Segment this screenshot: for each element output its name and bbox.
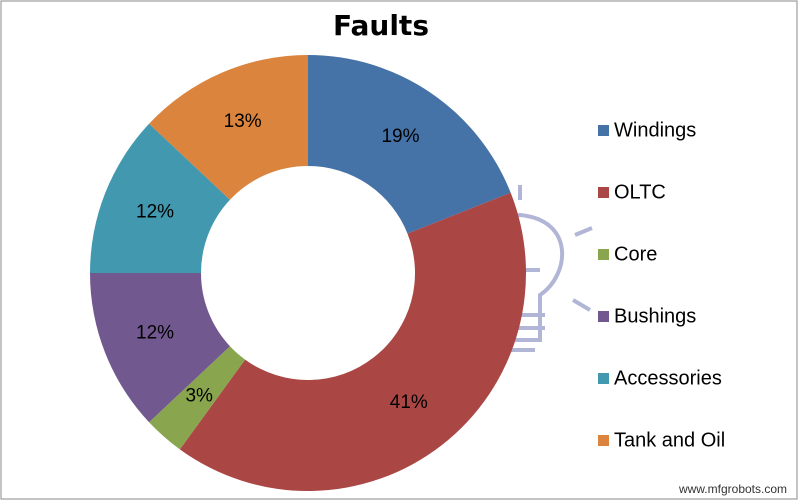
pie: 19% 41% 3% 12% 12% 13%	[90, 55, 527, 491]
legend-swatch	[598, 373, 609, 384]
legend-swatch	[598, 435, 609, 446]
legend-label: Core	[614, 243, 657, 265]
slice	[90, 123, 231, 273]
legend-swatch	[598, 125, 609, 136]
chart-title: Faults	[333, 9, 429, 42]
legend-label: OLTC	[614, 181, 666, 203]
watermark: www.mfgrobots.com	[678, 482, 787, 496]
legend-swatch	[598, 187, 609, 198]
slice	[308, 55, 511, 234]
legend-label: Bushings	[614, 305, 696, 327]
slice	[179, 192, 527, 491]
data-label: 13%	[224, 111, 262, 132]
legend: Windings OLTC Core Bushings Accessories Tank …	[598, 119, 725, 451]
data-label: 3%	[185, 385, 213, 406]
slice	[149, 55, 308, 200]
legend-swatch	[598, 311, 609, 322]
legend-swatch	[598, 249, 609, 260]
slice	[149, 346, 246, 450]
legend-label: Windings	[614, 119, 696, 141]
data-label: 12%	[136, 201, 174, 222]
slice	[90, 273, 231, 423]
legend-label: Accessories	[614, 367, 722, 389]
legend-label: Tank and Oil	[614, 429, 725, 451]
data-label: 12%	[136, 323, 174, 344]
data-label: 19%	[381, 126, 419, 147]
data-label: 41%	[390, 392, 428, 413]
